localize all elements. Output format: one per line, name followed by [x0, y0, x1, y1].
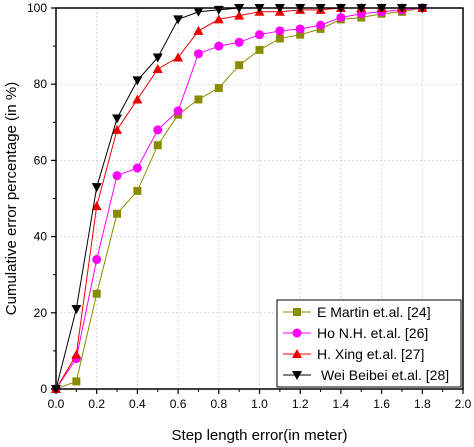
x-tick-label: 0.6 — [170, 397, 187, 411]
data-point — [91, 201, 102, 211]
data-point — [152, 53, 163, 63]
data-point — [132, 163, 142, 173]
x-tick-label: 0.4 — [129, 397, 146, 411]
x-axis-title: Step length error(in meter) — [172, 427, 348, 444]
y-axis-title: Cumulative error percentage (in %) — [3, 82, 20, 315]
data-point — [173, 15, 184, 25]
legend: E Martin et.al. [24] Ho N.H. et.al. [26] H… — [276, 299, 462, 388]
data-point — [112, 114, 123, 124]
x-tick-label: 1.0 — [251, 397, 268, 411]
data-point — [295, 24, 305, 34]
data-point — [91, 183, 102, 193]
data-point — [92, 254, 102, 264]
data-point — [336, 13, 346, 23]
legend-marker — [292, 371, 302, 380]
y-tick-label: 60 — [34, 153, 48, 167]
data-point — [234, 37, 244, 47]
x-tick-label: 1.4 — [333, 397, 350, 411]
data-point — [112, 171, 122, 181]
data-point — [153, 141, 162, 150]
data-point — [152, 63, 163, 73]
data-point — [255, 45, 264, 54]
axis-ticks: 0.0 0.2 0.4 0.6 0.8 1.0 1.2 1.4 1.6 1.8 2.0 0 20 40 60… — [27, 1, 472, 411]
data-point — [275, 34, 284, 43]
data-point — [194, 95, 203, 104]
data-point — [234, 10, 245, 20]
y-tick-label: 100 — [27, 1, 47, 15]
x-tick-label: 1.8 — [414, 397, 431, 411]
legend-box — [276, 299, 462, 388]
data-point — [255, 30, 264, 40]
x-tick-label: 2.0 — [455, 397, 472, 411]
data-point — [296, 30, 305, 39]
data-point — [71, 349, 82, 359]
data-point — [275, 26, 285, 36]
y-tick-label: 40 — [34, 230, 48, 244]
data-point — [173, 106, 183, 116]
data-point — [132, 76, 143, 86]
data-point — [132, 94, 143, 104]
data-point — [72, 377, 81, 386]
x-tick-label: 1.2 — [292, 397, 309, 411]
data-point — [153, 125, 163, 135]
data-point — [235, 61, 244, 70]
data-point — [193, 7, 204, 17]
x-tick-label: 0.0 — [48, 397, 65, 411]
data-point — [214, 41, 224, 51]
data-point — [112, 124, 123, 134]
legend-label: Wei Beibei et.al. [28] — [321, 367, 449, 383]
legend-marker — [292, 349, 302, 358]
x-tick-label: 0.8 — [210, 397, 227, 411]
data-point — [92, 289, 101, 298]
legend-marker — [292, 328, 302, 338]
x-tick-label: 0.2 — [88, 397, 105, 411]
data-point — [71, 304, 82, 314]
data-point — [173, 52, 184, 62]
data-point — [316, 20, 326, 30]
y-tick-label: 80 — [34, 77, 48, 91]
data-point — [113, 209, 122, 218]
data-point — [214, 84, 223, 93]
legend-label: Ho N.H. et.al. [26] — [317, 325, 428, 341]
data-point — [193, 25, 204, 35]
legend-label: H. Xing et.al. [27] — [317, 346, 424, 362]
data-point — [133, 186, 142, 195]
data-point — [193, 49, 203, 59]
data-point — [213, 14, 224, 24]
x-tick-label: 1.6 — [373, 397, 390, 411]
legend-marker — [293, 308, 301, 316]
legend-label: E Martin et.al. [24] — [317, 304, 431, 320]
y-tick-label: 20 — [34, 306, 48, 320]
y-tick-label: 0 — [40, 382, 47, 396]
